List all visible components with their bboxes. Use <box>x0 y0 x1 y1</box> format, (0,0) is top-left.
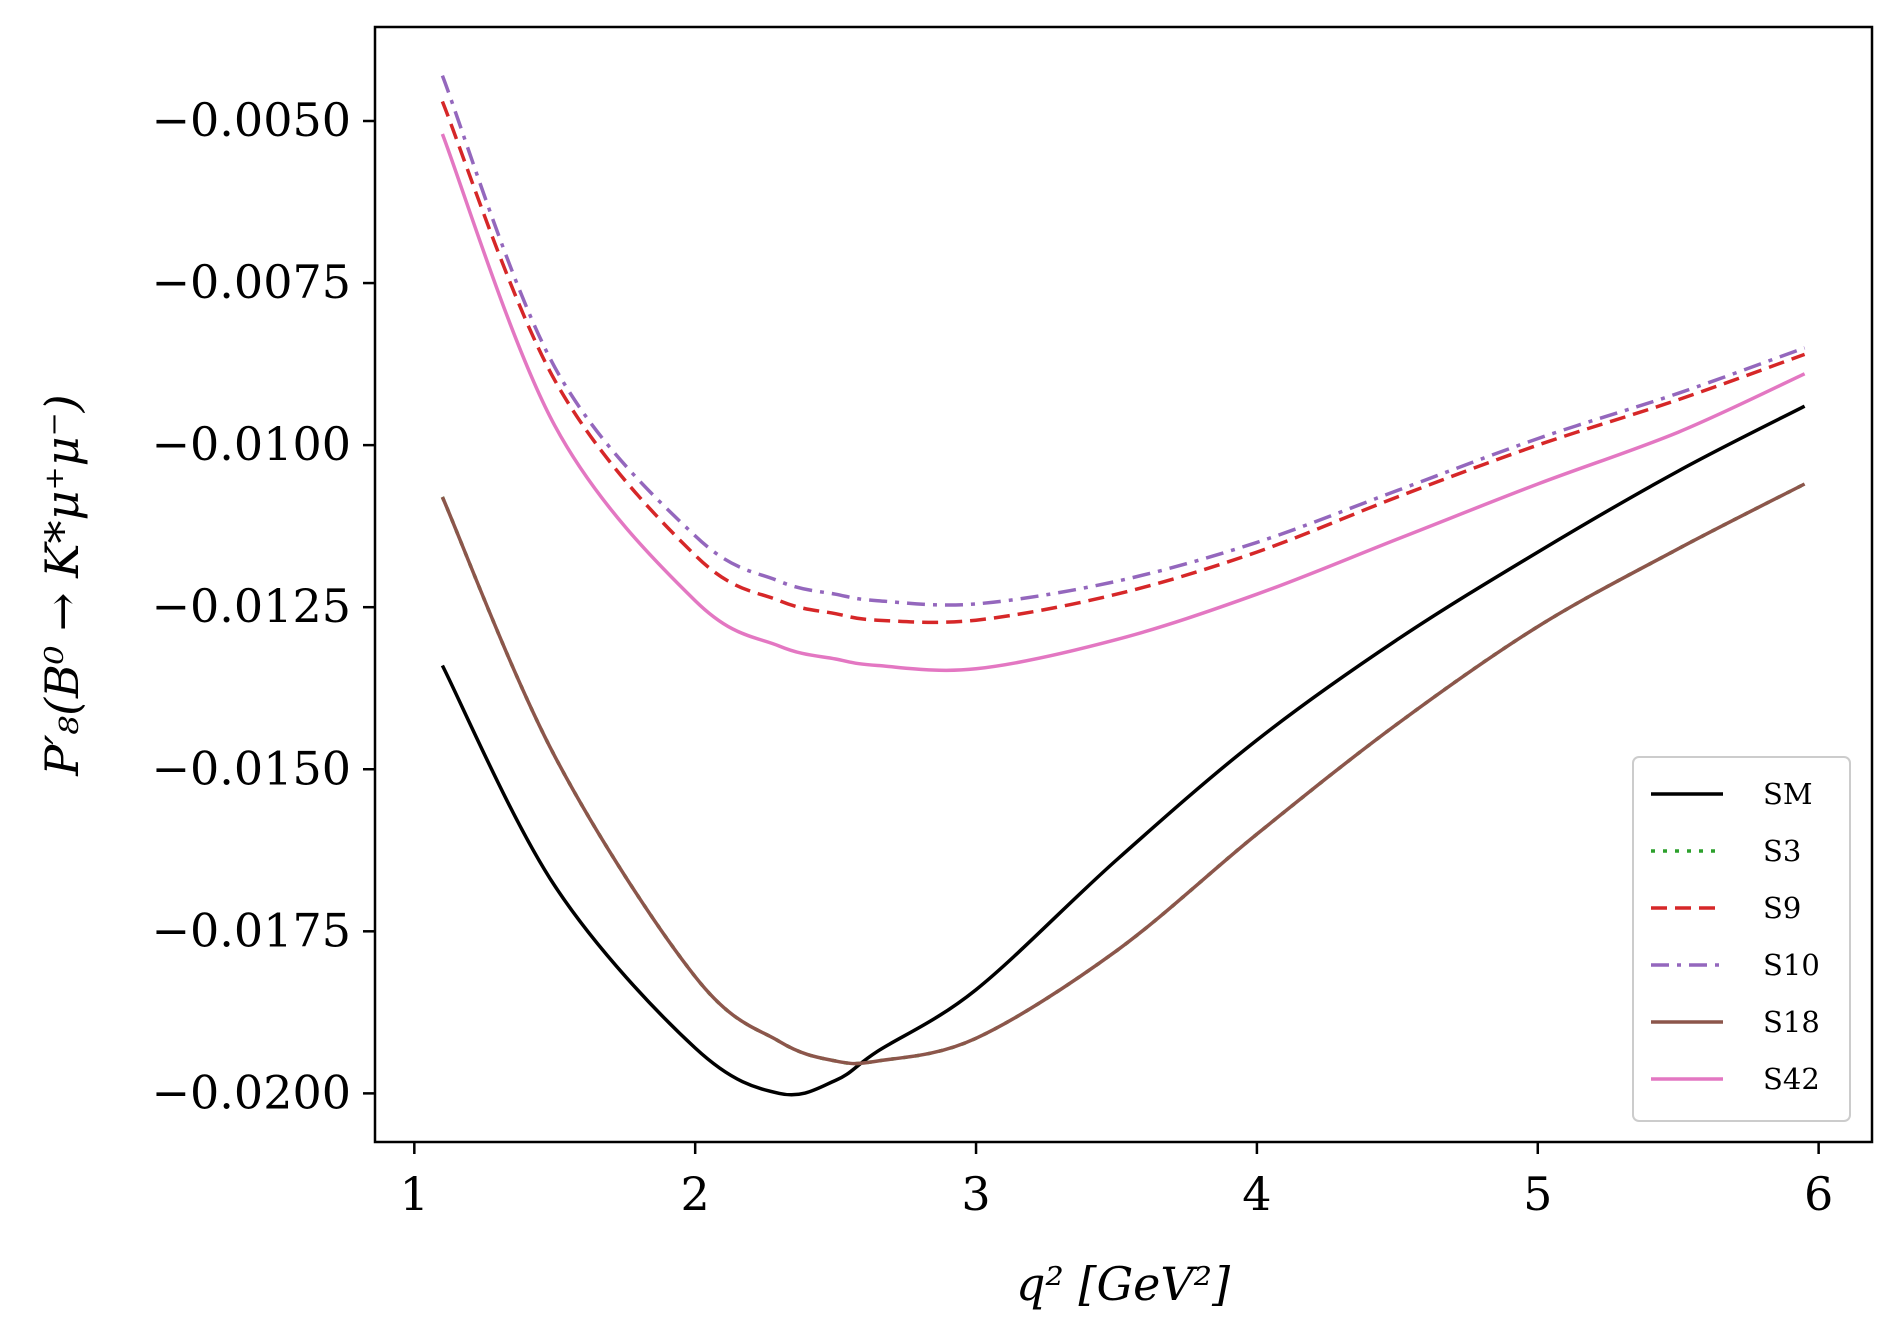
ticks-layer: 1 2 3 4 5 6 −0.0050 −0.0075 −0.0100 −0.0125 −0.015… <box>152 93 1834 1221</box>
legend-label-s10: S10 <box>1763 948 1820 982</box>
x-tick-label: 6 <box>1804 1167 1833 1221</box>
legend-label-s18: S18 <box>1763 1005 1820 1039</box>
legend-label-s42: S42 <box>1763 1062 1820 1096</box>
x-tick-label: 5 <box>1523 1167 1552 1221</box>
series-line-s9 <box>440 100 1806 625</box>
x-tick-label: 2 <box>681 1167 710 1221</box>
y-tick-label: −0.0125 <box>152 579 352 633</box>
y-tick-label: −0.0200 <box>152 1065 352 1119</box>
y-tick-label: −0.0175 <box>152 903 352 957</box>
series-line-sm <box>440 404 1806 1097</box>
legend-label-s9: S9 <box>1763 891 1801 925</box>
legend: SM S3 S9 S10 S18 S42 <box>1632 756 1851 1122</box>
y-tick-label: −0.0150 <box>152 741 352 795</box>
series-line-s3 <box>440 482 1806 1066</box>
legend-label-sm: SM <box>1763 777 1813 811</box>
y-axis-label: P′₈(B⁰ → K*μ⁺μ⁻) <box>35 394 89 776</box>
x-tick-label: 1 <box>400 1167 429 1221</box>
series-line-s18 <box>440 482 1806 1066</box>
series-line-s10 <box>440 74 1806 607</box>
series-layer <box>440 74 1806 1097</box>
x-tick-label: 4 <box>1242 1167 1271 1221</box>
y-tick-label: −0.0050 <box>152 93 352 147</box>
y-tick-label: −0.0100 <box>152 417 352 471</box>
legend-label-s3: S3 <box>1763 834 1801 868</box>
x-tick-label: 3 <box>961 1167 990 1221</box>
series-line-s42 <box>440 133 1806 673</box>
x-axis-label: q² [GeV²] <box>1016 1257 1230 1311</box>
legend-box <box>1632 756 1851 1122</box>
plot-frame <box>373 25 1874 1144</box>
y-tick-label: −0.0075 <box>152 255 352 309</box>
